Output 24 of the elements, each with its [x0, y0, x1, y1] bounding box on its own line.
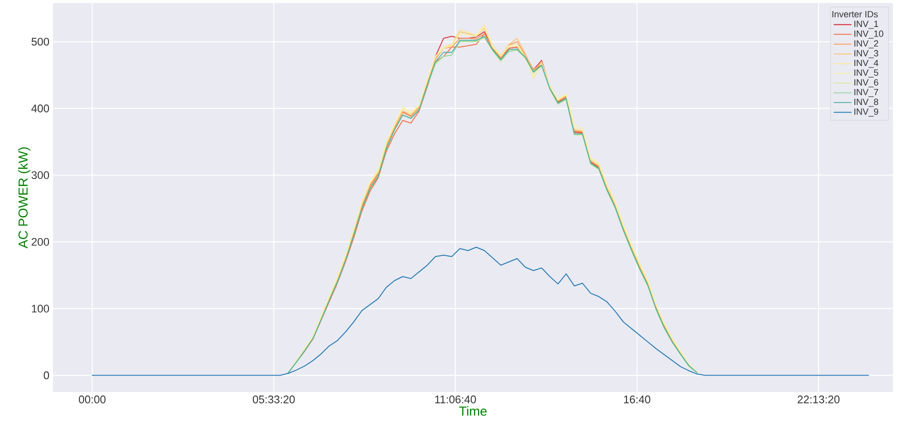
legend-label: INV_9 — [854, 108, 878, 117]
y-tick-label: 0 — [44, 371, 50, 380]
legend-label: INV_8 — [854, 98, 878, 107]
x-tick-label: 00:00 — [78, 396, 106, 404]
legend-label: INV_4 — [854, 60, 878, 68]
y-tick-label: 200 — [32, 238, 50, 246]
x-tick-label: 16:40 — [624, 396, 650, 404]
legend-label: INV_10 — [854, 30, 884, 39]
legend-label: INV_1 — [854, 20, 878, 29]
legend-label: INV_2 — [854, 40, 878, 48]
x-tick-label: 22:13:20 — [798, 396, 840, 404]
y-axis-title: AC POWER (kW) — [18, 147, 30, 248]
x-tick-label: 11:06:40 — [435, 396, 476, 404]
y-tick-label: 500 — [32, 38, 50, 46]
y-tick-label: 100 — [32, 304, 50, 312]
legend-title: Inverter IDs — [832, 11, 878, 18]
legend-label: INV_5 — [854, 70, 878, 78]
x-axis-title: Time — [459, 406, 487, 416]
y-tick-label: 300 — [32, 171, 50, 180]
y-tick-label: 400 — [31, 104, 50, 112]
legend-label: INV_7 — [854, 88, 878, 97]
legend-label: INV_3 — [854, 50, 878, 58]
legend-label: INV_6 — [854, 79, 878, 88]
x-tick-label: 05:33:20 — [252, 396, 295, 404]
